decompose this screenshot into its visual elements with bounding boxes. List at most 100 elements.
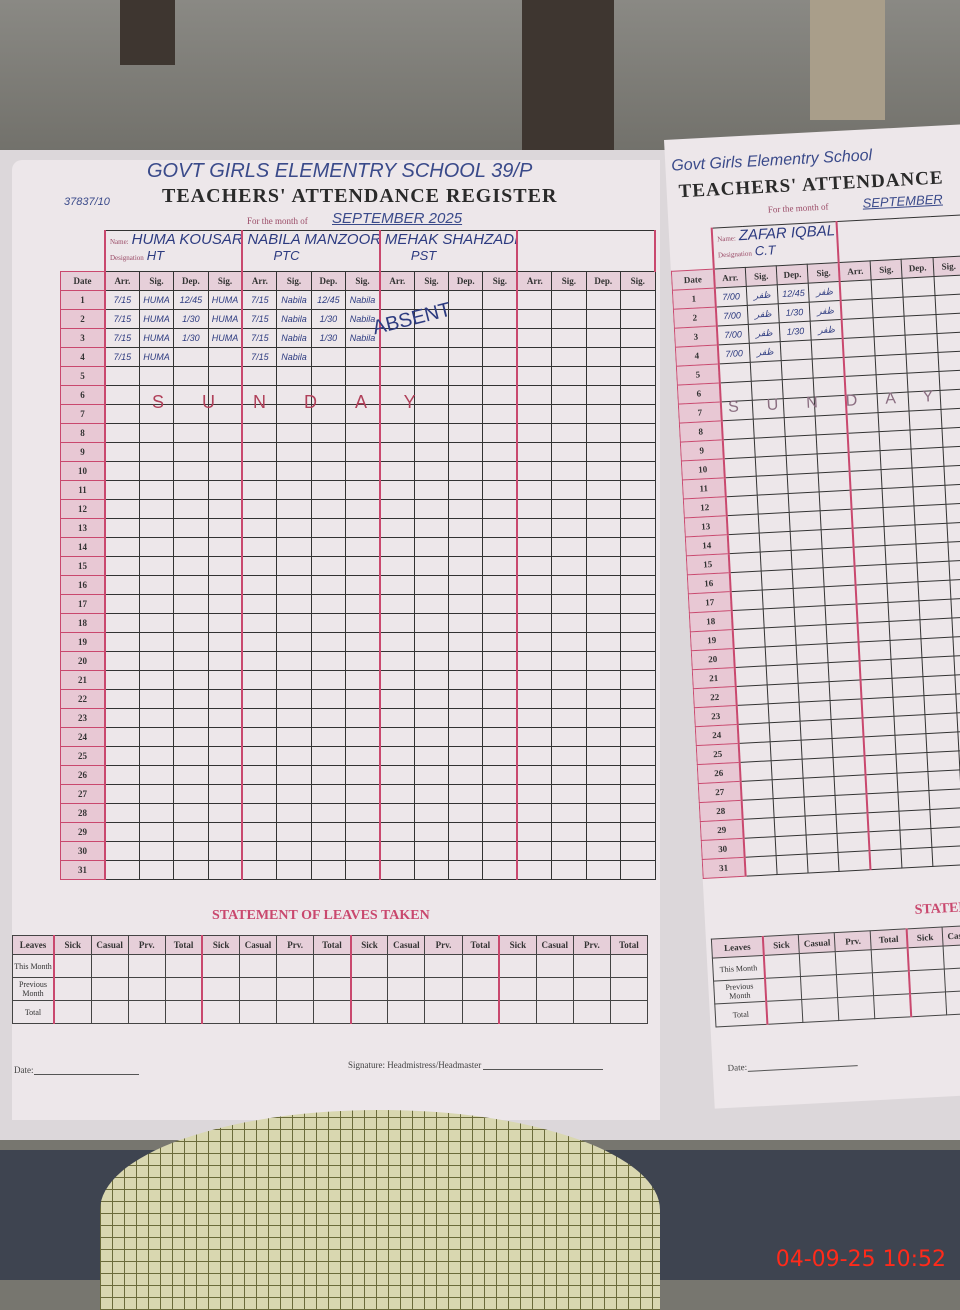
attendance-cell[interactable] — [737, 704, 769, 725]
attendance-cell[interactable] — [860, 659, 892, 680]
attendance-cell[interactable] — [139, 804, 173, 823]
attendance-cell[interactable] — [139, 728, 173, 747]
attendance-cell[interactable] — [760, 550, 792, 571]
attendance-cell[interactable] — [277, 671, 311, 690]
attendance-cell[interactable] — [586, 557, 620, 576]
attendance-cell[interactable] — [819, 471, 851, 492]
attendance-cell[interactable] — [242, 842, 276, 861]
attendance-cell[interactable] — [586, 576, 620, 595]
attendance-cell[interactable] — [910, 428, 942, 449]
attendance-cell[interactable] — [380, 557, 414, 576]
attendance-cell[interactable] — [277, 766, 311, 785]
attendance-cell[interactable] — [311, 747, 345, 766]
leaves-cell[interactable] — [388, 955, 425, 978]
attendance-cell[interactable] — [105, 443, 139, 462]
attendance-cell[interactable] — [311, 633, 345, 652]
attendance-cell[interactable] — [105, 519, 139, 538]
attendance-cell[interactable] — [884, 525, 916, 546]
attendance-cell[interactable] — [139, 538, 173, 557]
attendance-cell[interactable] — [242, 576, 276, 595]
leaves-cell[interactable] — [907, 946, 944, 971]
attendance-cell[interactable] — [174, 614, 208, 633]
attendance-cell[interactable] — [586, 310, 620, 329]
attendance-cell[interactable] — [620, 595, 655, 614]
attendance-cell[interactable] — [552, 614, 586, 633]
leaves-cell[interactable] — [462, 1001, 499, 1024]
leaves-cell[interactable] — [314, 1001, 351, 1024]
attendance-cell[interactable] — [483, 576, 517, 595]
leaves-cell[interactable] — [610, 978, 647, 1001]
leaves-cell[interactable] — [573, 955, 610, 978]
attendance-cell[interactable] — [938, 351, 960, 372]
attendance-cell[interactable] — [174, 728, 208, 747]
attendance-cell[interactable] — [277, 443, 311, 462]
leaves-cell[interactable] — [388, 1001, 425, 1024]
attendance-cell[interactable] — [925, 713, 957, 734]
attendance-cell[interactable] — [517, 823, 551, 842]
attendance-cell[interactable] — [380, 728, 414, 747]
attendance-cell[interactable] — [620, 842, 655, 861]
attendance-cell[interactable] — [552, 633, 586, 652]
attendance-cell[interactable] — [517, 500, 551, 519]
leaves-cell[interactable] — [277, 978, 314, 1001]
attendance-cell[interactable] — [380, 348, 414, 367]
attendance-cell[interactable] — [346, 690, 380, 709]
attendance-cell[interactable] — [927, 751, 959, 772]
attendance-cell[interactable] — [414, 709, 448, 728]
attendance-cell[interactable] — [105, 842, 139, 861]
attendance-cell[interactable] — [620, 709, 655, 728]
attendance-cell[interactable] — [517, 576, 551, 595]
leaves-cell[interactable] — [610, 955, 647, 978]
attendance-cell[interactable] — [174, 348, 208, 367]
attendance-cell[interactable] — [921, 637, 953, 658]
attendance-cell[interactable] — [414, 500, 448, 519]
attendance-cell[interactable] — [586, 443, 620, 462]
attendance-cell[interactable] — [865, 754, 897, 775]
attendance-cell[interactable] — [242, 652, 276, 671]
attendance-cell[interactable] — [620, 443, 655, 462]
attendance-cell[interactable] — [139, 690, 173, 709]
leaves-cell[interactable] — [239, 1001, 276, 1024]
attendance-cell[interactable] — [919, 599, 951, 620]
attendance-cell[interactable] — [346, 557, 380, 576]
attendance-cell[interactable] — [174, 842, 208, 861]
attendance-cell[interactable] — [753, 418, 785, 439]
attendance-cell[interactable] — [517, 367, 551, 386]
attendance-cell[interactable] — [483, 804, 517, 823]
attendance-cell[interactable] — [731, 590, 763, 611]
attendance-cell[interactable] — [311, 842, 345, 861]
attendance-cell[interactable] — [242, 595, 276, 614]
attendance-cell[interactable] — [794, 606, 826, 627]
attendance-cell[interactable] — [844, 356, 876, 377]
attendance-cell[interactable] — [414, 519, 448, 538]
leaves-cell[interactable] — [425, 1001, 462, 1024]
attendance-cell[interactable] — [346, 481, 380, 500]
attendance-cell[interactable] — [822, 528, 854, 549]
attendance-cell[interactable] — [105, 424, 139, 443]
attendance-cell[interactable]: HUMA — [208, 291, 242, 310]
attendance-cell[interactable] — [552, 310, 586, 329]
leaves-cell[interactable] — [610, 1001, 647, 1024]
attendance-cell[interactable] — [242, 804, 276, 823]
attendance-cell[interactable] — [620, 766, 655, 785]
attendance-cell[interactable] — [105, 595, 139, 614]
attendance-cell[interactable] — [950, 579, 960, 600]
attendance-cell[interactable] — [277, 557, 311, 576]
attendance-cell[interactable] — [311, 519, 345, 538]
attendance-cell[interactable] — [208, 728, 242, 747]
attendance-cell[interactable] — [174, 785, 208, 804]
attendance-cell[interactable] — [449, 348, 483, 367]
attendance-cell[interactable] — [620, 576, 655, 595]
attendance-cell[interactable] — [174, 443, 208, 462]
attendance-cell[interactable] — [769, 721, 801, 742]
attendance-cell[interactable] — [311, 481, 345, 500]
leaves-cell[interactable] — [573, 1001, 610, 1024]
attendance-cell[interactable] — [208, 576, 242, 595]
attendance-cell[interactable] — [620, 728, 655, 747]
attendance-cell[interactable]: 7/15 — [242, 291, 276, 310]
attendance-cell[interactable] — [174, 671, 208, 690]
attendance-cell[interactable] — [724, 457, 756, 478]
attendance-cell[interactable] — [725, 476, 757, 497]
attendance-cell[interactable]: ظفر — [809, 281, 841, 302]
